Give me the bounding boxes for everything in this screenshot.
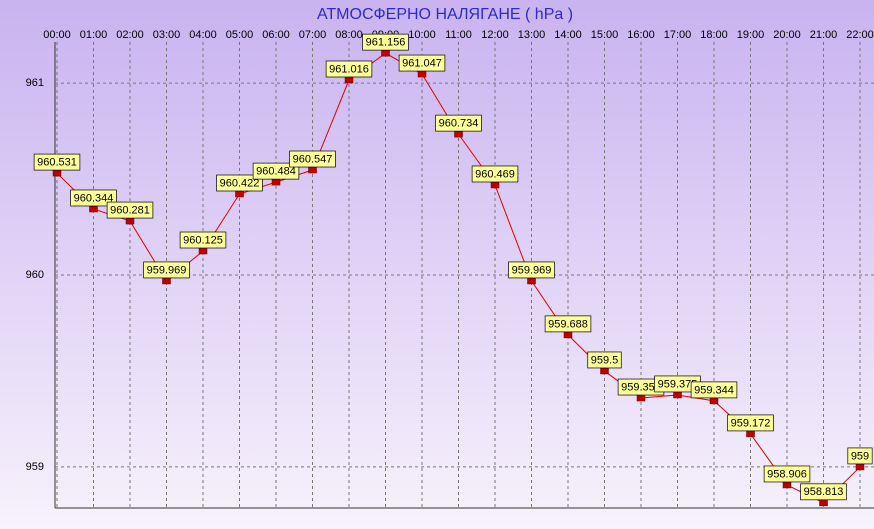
data-label-box (252, 162, 300, 180)
x-tick-label: 13:00 (518, 29, 546, 41)
marker (235, 190, 244, 198)
marker (381, 49, 390, 57)
x-tick-label: 16:00 (627, 29, 655, 41)
data-label: 961.047 (402, 57, 442, 69)
marker (417, 70, 427, 78)
data-label: 959.969 (512, 264, 552, 276)
marker (162, 277, 171, 285)
y-tick-label: 959 (26, 461, 44, 473)
x-tick-label: 12:00 (481, 29, 509, 41)
data-label-box (508, 261, 555, 279)
chart-title: АТМОСФЕРНО НАЛЯГАНЕ ( hPa ) (317, 6, 573, 23)
x-tick-label: 01:00 (80, 29, 108, 41)
x-tick-label: 10:00 (408, 29, 436, 41)
marker (709, 397, 719, 405)
x-tick-label: 07:00 (299, 29, 327, 41)
marker (454, 130, 463, 138)
data-label-box (763, 465, 811, 483)
data-label: 960.531 (37, 156, 77, 168)
data-label-box (143, 261, 190, 279)
data-label: 960.547 (293, 153, 333, 165)
marker (198, 247, 208, 255)
data-label-box (435, 114, 482, 132)
x-tick-label: 06:00 (262, 29, 290, 41)
marker (271, 178, 281, 186)
x-tick-label: 19:00 (737, 29, 765, 41)
marker (344, 76, 354, 84)
data-label-box (398, 54, 446, 72)
marker (308, 166, 317, 174)
data-label: 960.125 (183, 234, 223, 246)
data-label: 960.281 (110, 204, 150, 216)
data-label-box (471, 165, 519, 183)
x-tick-label: 08:00 (335, 29, 363, 41)
data-label-box (690, 381, 738, 399)
marker (819, 499, 828, 507)
data-label: 960.344 (74, 192, 114, 204)
y-tick-label: 960 (26, 269, 44, 281)
x-tick-label: 02:00 (116, 29, 144, 41)
x-tick-label: 18:00 (700, 29, 728, 41)
data-label: 959 (851, 450, 869, 462)
data-label-box (216, 174, 263, 192)
marker (636, 394, 646, 402)
x-tick-label: 11:00 (445, 29, 472, 41)
data-label: 959.688 (548, 318, 588, 330)
data-label-box (800, 483, 847, 501)
data-label-box (544, 315, 592, 333)
marker (673, 391, 682, 399)
data-label-box (33, 153, 81, 171)
data-label: 958.906 (767, 468, 807, 480)
x-tick-label: 00:00 (43, 29, 71, 41)
data-label-box (70, 189, 117, 207)
data-label: 959.5 (591, 354, 619, 366)
marker (52, 169, 62, 177)
x-tick-label: 03:00 (153, 29, 181, 41)
data-label: 959.344 (694, 384, 734, 396)
marker (527, 277, 536, 285)
x-tick-label: 14:00 (554, 29, 582, 41)
data-label-box (325, 60, 373, 78)
data-label-box (289, 150, 336, 168)
data-label-box (106, 201, 154, 219)
marker (782, 481, 792, 489)
marker (490, 181, 500, 189)
y-tick-label: 961 (26, 77, 44, 89)
marker (89, 205, 98, 213)
data-label: 959.375 (658, 378, 698, 390)
x-tick-label: 22:00 (846, 29, 874, 41)
marker (746, 430, 755, 438)
x-tick-label: 21:00 (810, 29, 838, 41)
data-label: 960.469 (475, 168, 515, 180)
marker (125, 217, 135, 225)
marker (855, 463, 865, 471)
x-tick-label: 17:00 (664, 29, 692, 41)
data-label: 961.156 (366, 37, 406, 49)
data-label: 959.969 (147, 264, 187, 276)
data-label: 959.172 (731, 417, 771, 429)
marker (600, 367, 609, 375)
data-label: 958.813 (804, 486, 844, 498)
data-label: 960.422 (220, 177, 260, 189)
data-label-box (727, 414, 774, 432)
data-label-box (847, 447, 873, 465)
x-tick-label: 20:00 (773, 29, 801, 41)
data-label: 961.016 (329, 63, 369, 75)
data-label-box (587, 351, 622, 369)
x-tick-label: 04:00 (189, 29, 217, 41)
data-label-box (362, 33, 409, 51)
data-label: 960.484 (256, 166, 296, 178)
marker (563, 331, 573, 339)
x-tick-label: 15:00 (591, 29, 619, 41)
x-tick-label: 05:00 (226, 29, 254, 41)
data-label-box (179, 231, 227, 249)
data-label: 960.734 (439, 118, 479, 130)
data-label: 959.359 (621, 381, 661, 393)
